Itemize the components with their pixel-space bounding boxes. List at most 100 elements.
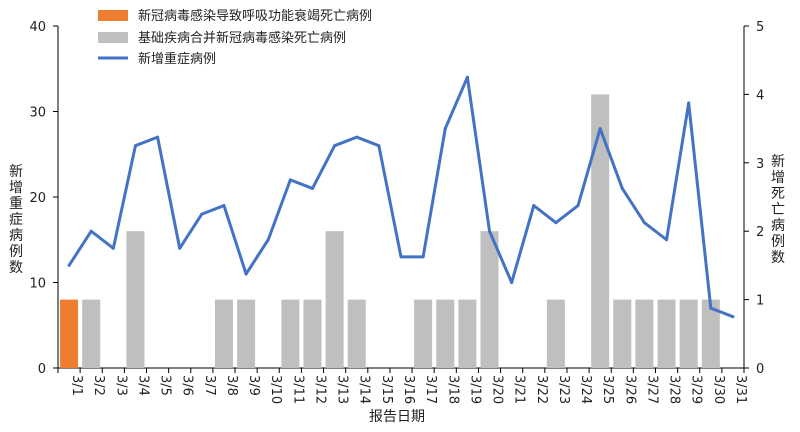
bar-comorbidity-death xyxy=(679,299,698,368)
severe-cases-point xyxy=(244,272,248,276)
severe-cases-point xyxy=(576,204,580,208)
bar-comorbidity-death xyxy=(325,231,344,368)
severe-cases-point xyxy=(731,315,735,319)
x-tick-label: 3/13 xyxy=(335,375,350,404)
bar-comorbidity-death xyxy=(281,299,300,368)
x-tick-label: 3/30 xyxy=(711,375,726,404)
x-tick-label: 3/23 xyxy=(556,375,571,404)
ticks-layer: 0 10 20 30 40 0 1 2 3 4 5 3/1 3/2 3/3 3/4 3/5 3/6 3/7 3/8 3… xyxy=(29,20,764,404)
y-axis-title-right: 新增死亡病例数 xyxy=(771,154,785,266)
bar-comorbidity-death xyxy=(458,299,477,368)
x-tick-label: 3/25 xyxy=(600,375,615,404)
severe-cases-point xyxy=(133,144,137,148)
x-tick-label: 3/22 xyxy=(534,375,549,404)
legend-swatch-comorbidity-deaths xyxy=(98,32,128,43)
x-axis-title: 报告日期 xyxy=(369,409,425,425)
severe-cases-point xyxy=(266,238,270,242)
severe-cases-point xyxy=(554,221,558,225)
severe-cases-point xyxy=(598,127,602,131)
y-right-tick-label: 5 xyxy=(756,20,764,35)
bar-comorbidity-death xyxy=(414,299,433,368)
y-right-tick-label: 0 xyxy=(756,362,764,377)
x-tick-label: 3/18 xyxy=(445,375,460,404)
severe-cases-point xyxy=(222,204,226,208)
x-tick-label: 3/17 xyxy=(423,375,438,404)
severe-cases-point xyxy=(620,186,624,190)
severe-cases-point xyxy=(465,75,469,79)
x-tick-label: 3/26 xyxy=(622,375,637,404)
severe-cases-point xyxy=(200,212,204,216)
bar-comorbidity-death xyxy=(126,231,145,368)
bar-comorbidity-death xyxy=(613,299,632,368)
x-tick-label: 3/3 xyxy=(113,375,128,396)
severe-cases-point xyxy=(488,229,492,233)
bar-comorbidity-death xyxy=(303,299,322,368)
x-tick-label: 3/1 xyxy=(69,375,84,396)
y-left-tick-label: 30 xyxy=(29,106,46,121)
y-left-tick-label: 0 xyxy=(38,362,46,377)
x-tick-label: 3/8 xyxy=(224,375,239,396)
x-tick-label: 3/19 xyxy=(467,375,482,404)
y-axis-title-left: 新增重症病例数 xyxy=(9,164,23,276)
x-tick-label: 3/9 xyxy=(246,375,261,396)
severe-cases-point xyxy=(377,144,381,148)
severe-cases-point xyxy=(111,246,115,250)
bar-comorbidity-death xyxy=(436,299,455,368)
severe-cases-point xyxy=(89,229,93,233)
severe-cases-point xyxy=(333,144,337,148)
x-tick-label: 3/2 xyxy=(91,375,106,396)
x-tick-label: 3/15 xyxy=(379,375,394,404)
severe-cases-point xyxy=(67,263,71,267)
bars-layer xyxy=(60,94,720,369)
bar-comorbidity-death xyxy=(546,299,565,368)
severe-cases-point xyxy=(178,246,182,250)
x-tick-label: 3/28 xyxy=(667,375,682,404)
severe-cases-point xyxy=(399,255,403,259)
bar-comorbidity-death xyxy=(480,231,499,368)
severe-cases-point xyxy=(310,186,314,190)
severe-cases-point xyxy=(510,281,514,284)
x-tick-label: 3/16 xyxy=(401,375,416,404)
x-tick-label: 3/14 xyxy=(357,375,372,404)
x-tick-label: 3/4 xyxy=(135,375,150,396)
severe-cases-point xyxy=(687,101,691,105)
x-tick-label: 3/21 xyxy=(512,375,527,404)
x-tick-label: 3/5 xyxy=(158,375,173,396)
bar-comorbidity-death xyxy=(701,299,720,368)
y-left-tick-label: 10 xyxy=(29,277,46,292)
severe-cases-point xyxy=(665,238,669,242)
x-tick-label: 3/12 xyxy=(312,375,327,404)
y-left-tick-label: 20 xyxy=(29,191,46,206)
legend-swatch-respiratory-deaths xyxy=(98,10,128,21)
y-right-tick-label: 2 xyxy=(756,225,764,240)
x-tick-label: 3/6 xyxy=(180,375,195,396)
x-tick-label: 3/29 xyxy=(689,375,704,404)
bar-comorbidity-death xyxy=(657,299,676,368)
bar-respiratory-death xyxy=(60,299,79,368)
bar-comorbidity-death xyxy=(347,299,366,368)
bar-comorbidity-death xyxy=(591,94,610,369)
severe-cases-point xyxy=(443,127,447,131)
bar-comorbidity-death xyxy=(214,299,233,368)
x-tick-label: 3/10 xyxy=(268,375,283,404)
y-right-tick-label: 1 xyxy=(756,294,764,309)
y-right-tick-label: 4 xyxy=(756,88,764,103)
legend-label-severe-cases: 新增重症病例 xyxy=(138,51,216,67)
x-tick-label: 3/27 xyxy=(644,375,659,404)
x-tick-label: 3/7 xyxy=(202,375,217,396)
legend-label-comorbidity-deaths: 基础疾病合并新冠病毒感染死亡病例 xyxy=(138,30,346,46)
legend: 新冠病毒感染导致呼吸功能衰竭死亡病例 基础疾病合并新冠病毒感染死亡病例 新增重症… xyxy=(98,8,372,67)
x-tick-label: 3/11 xyxy=(290,375,305,404)
x-tick-label: 3/24 xyxy=(578,375,593,404)
y-right-tick-label: 3 xyxy=(756,157,764,172)
bar-comorbidity-death xyxy=(82,299,101,368)
severe-cases-point xyxy=(642,221,646,225)
line-layer xyxy=(67,75,735,319)
severe-cases-point xyxy=(288,178,292,182)
legend-label-respiratory-deaths: 新冠病毒感染导致呼吸功能衰竭死亡病例 xyxy=(138,8,372,24)
x-tick-label: 3/20 xyxy=(490,375,505,404)
severe-cases-line xyxy=(67,75,734,319)
severe-cases-point xyxy=(156,135,160,139)
